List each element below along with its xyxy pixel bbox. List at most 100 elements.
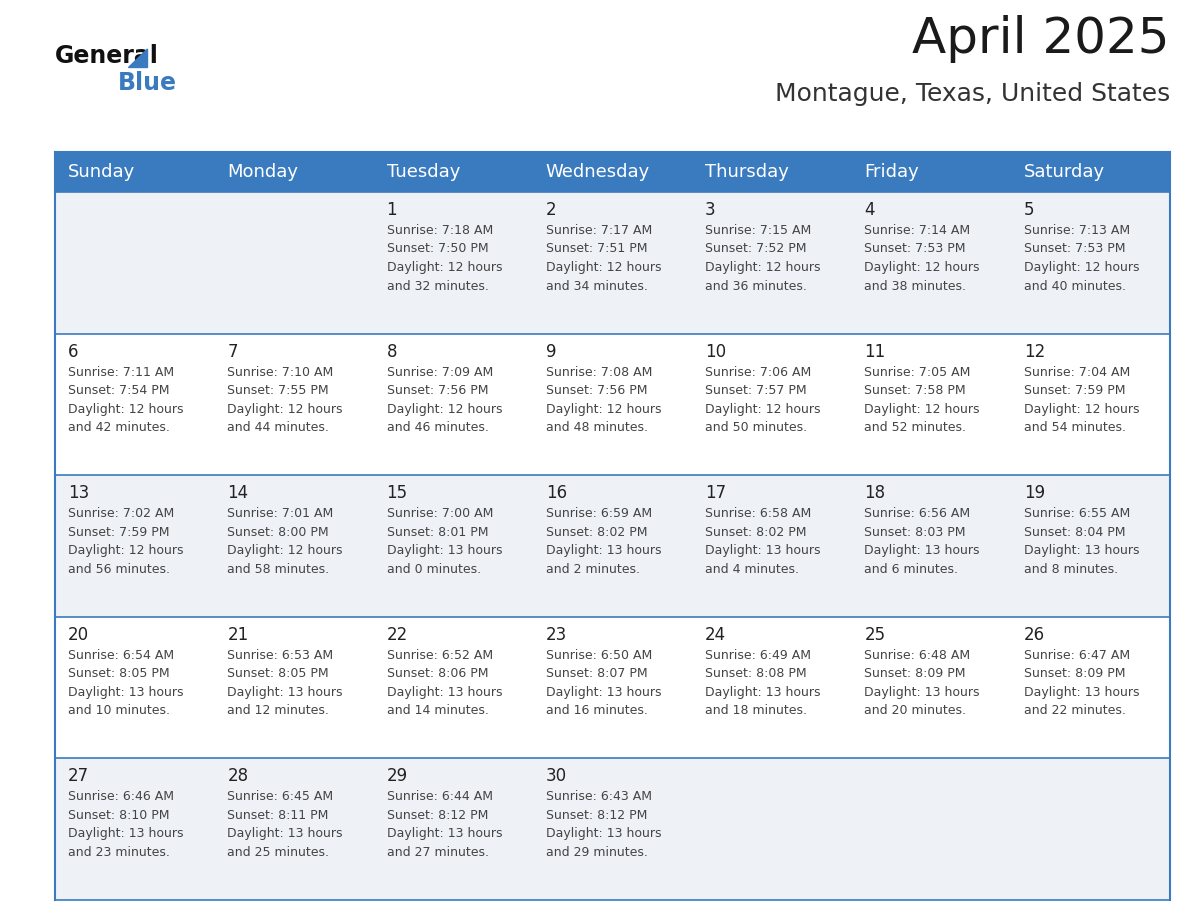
Text: and 48 minutes.: and 48 minutes. [545, 421, 647, 434]
Text: and 6 minutes.: and 6 minutes. [865, 563, 959, 576]
Text: Sunset: 7:59 PM: Sunset: 7:59 PM [68, 526, 170, 539]
Text: 23: 23 [545, 626, 567, 644]
Text: Sunset: 7:55 PM: Sunset: 7:55 PM [227, 384, 329, 397]
Text: Sunset: 8:06 PM: Sunset: 8:06 PM [386, 667, 488, 680]
Text: and 34 minutes.: and 34 minutes. [545, 279, 647, 293]
Text: Sunset: 8:00 PM: Sunset: 8:00 PM [227, 526, 329, 539]
Text: 28: 28 [227, 767, 248, 786]
Polygon shape [128, 49, 147, 68]
Text: Sunset: 8:05 PM: Sunset: 8:05 PM [68, 667, 170, 680]
Text: Daylight: 13 hours: Daylight: 13 hours [386, 827, 503, 840]
Text: Sunset: 7:50 PM: Sunset: 7:50 PM [386, 242, 488, 255]
Text: 29: 29 [386, 767, 407, 786]
Text: and 25 minutes.: and 25 minutes. [227, 845, 329, 859]
Text: Sunset: 7:51 PM: Sunset: 7:51 PM [545, 242, 647, 255]
Text: Sunrise: 7:13 AM: Sunrise: 7:13 AM [1024, 224, 1130, 237]
Text: Sunrise: 7:11 AM: Sunrise: 7:11 AM [68, 365, 175, 378]
Text: Sunrise: 7:18 AM: Sunrise: 7:18 AM [386, 224, 493, 237]
Text: and 58 minutes.: and 58 minutes. [227, 563, 329, 576]
Text: Sunrise: 7:02 AM: Sunrise: 7:02 AM [68, 508, 175, 521]
Text: and 22 minutes.: and 22 minutes. [1024, 704, 1125, 717]
Text: Saturday: Saturday [1024, 163, 1105, 181]
Text: Sunrise: 6:50 AM: Sunrise: 6:50 AM [545, 649, 652, 662]
Text: Sunrise: 6:58 AM: Sunrise: 6:58 AM [706, 508, 811, 521]
Text: and 38 minutes.: and 38 minutes. [865, 279, 966, 293]
Text: Daylight: 12 hours: Daylight: 12 hours [865, 261, 980, 274]
Text: Daylight: 13 hours: Daylight: 13 hours [1024, 686, 1139, 699]
Text: 9: 9 [545, 342, 556, 361]
Bar [1011, 152, 1170, 192]
Text: Daylight: 12 hours: Daylight: 12 hours [706, 403, 821, 416]
Text: Sunset: 8:01 PM: Sunset: 8:01 PM [386, 526, 488, 539]
Text: 17: 17 [706, 484, 726, 502]
Text: Sunrise: 7:15 AM: Sunrise: 7:15 AM [706, 224, 811, 237]
Text: Daylight: 12 hours: Daylight: 12 hours [865, 403, 980, 416]
Text: Sunrise: 7:05 AM: Sunrise: 7:05 AM [865, 365, 971, 378]
Text: Sunrise: 7:00 AM: Sunrise: 7:00 AM [386, 508, 493, 521]
Text: and 27 minutes.: and 27 minutes. [386, 845, 488, 859]
Text: Monday: Monday [227, 163, 298, 181]
Text: Sunset: 8:10 PM: Sunset: 8:10 PM [68, 809, 170, 822]
Text: Sunrise: 6:59 AM: Sunrise: 6:59 AM [545, 508, 652, 521]
Text: 5: 5 [1024, 201, 1035, 219]
Text: and 23 minutes.: and 23 minutes. [68, 845, 170, 859]
Text: Sunset: 8:04 PM: Sunset: 8:04 PM [1024, 526, 1125, 539]
Text: Sunset: 7:56 PM: Sunset: 7:56 PM [545, 384, 647, 397]
Text: Sunset: 7:56 PM: Sunset: 7:56 PM [386, 384, 488, 397]
Text: 21: 21 [227, 626, 248, 644]
Text: Daylight: 13 hours: Daylight: 13 hours [386, 544, 503, 557]
Text: Sunset: 8:09 PM: Sunset: 8:09 PM [1024, 667, 1125, 680]
Text: Sunrise: 6:56 AM: Sunrise: 6:56 AM [865, 508, 971, 521]
Text: 11: 11 [865, 342, 886, 361]
Text: 8: 8 [386, 342, 397, 361]
Text: and 40 minutes.: and 40 minutes. [1024, 279, 1126, 293]
Text: Daylight: 13 hours: Daylight: 13 hours [227, 686, 343, 699]
Bar [214, 152, 373, 192]
Text: Sunrise: 7:14 AM: Sunrise: 7:14 AM [865, 224, 971, 237]
Text: Sunset: 8:12 PM: Sunset: 8:12 PM [545, 809, 647, 822]
Text: Daylight: 12 hours: Daylight: 12 hours [706, 261, 821, 274]
Text: 7: 7 [227, 342, 238, 361]
Text: Sunrise: 6:45 AM: Sunrise: 6:45 AM [227, 790, 334, 803]
Text: and 50 minutes.: and 50 minutes. [706, 421, 808, 434]
Text: and 0 minutes.: and 0 minutes. [386, 563, 481, 576]
Text: Blue: Blue [118, 71, 177, 95]
Text: 20: 20 [68, 626, 89, 644]
Text: and 8 minutes.: and 8 minutes. [1024, 563, 1118, 576]
Text: Sunset: 8:09 PM: Sunset: 8:09 PM [865, 667, 966, 680]
Text: Sunset: 8:05 PM: Sunset: 8:05 PM [227, 667, 329, 680]
Text: Sunset: 8:07 PM: Sunset: 8:07 PM [545, 667, 647, 680]
Text: 25: 25 [865, 626, 885, 644]
Text: Sunrise: 7:06 AM: Sunrise: 7:06 AM [706, 365, 811, 378]
Text: Sunrise: 6:46 AM: Sunrise: 6:46 AM [68, 790, 173, 803]
Text: Sunrise: 7:10 AM: Sunrise: 7:10 AM [227, 365, 334, 378]
Text: Sunset: 7:59 PM: Sunset: 7:59 PM [1024, 384, 1125, 397]
Text: Friday: Friday [865, 163, 920, 181]
Bar [55, 333, 1170, 476]
Text: and 29 minutes.: and 29 minutes. [545, 845, 647, 859]
Text: Sunrise: 6:54 AM: Sunrise: 6:54 AM [68, 649, 175, 662]
Text: and 2 minutes.: and 2 minutes. [545, 563, 640, 576]
Text: Sunrise: 6:52 AM: Sunrise: 6:52 AM [386, 649, 493, 662]
Text: Daylight: 12 hours: Daylight: 12 hours [545, 261, 662, 274]
Text: 30: 30 [545, 767, 567, 786]
Bar [55, 758, 1170, 900]
Text: Daylight: 13 hours: Daylight: 13 hours [706, 544, 821, 557]
Text: Sunset: 7:54 PM: Sunset: 7:54 PM [68, 384, 170, 397]
Text: 19: 19 [1024, 484, 1044, 502]
Text: Sunset: 8:02 PM: Sunset: 8:02 PM [545, 526, 647, 539]
Text: 1: 1 [386, 201, 397, 219]
Text: 13: 13 [68, 484, 89, 502]
Text: 27: 27 [68, 767, 89, 786]
Text: 3: 3 [706, 201, 715, 219]
Bar [533, 152, 693, 192]
Text: Daylight: 12 hours: Daylight: 12 hours [545, 403, 662, 416]
Text: 15: 15 [386, 484, 407, 502]
Text: Montague, Texas, United States: Montague, Texas, United States [775, 82, 1170, 106]
Text: 12: 12 [1024, 342, 1045, 361]
Text: Daylight: 12 hours: Daylight: 12 hours [227, 544, 343, 557]
Text: Sunset: 8:03 PM: Sunset: 8:03 PM [865, 526, 966, 539]
Text: Thursday: Thursday [706, 163, 789, 181]
Text: and 42 minutes.: and 42 minutes. [68, 421, 170, 434]
Text: Daylight: 12 hours: Daylight: 12 hours [386, 261, 503, 274]
